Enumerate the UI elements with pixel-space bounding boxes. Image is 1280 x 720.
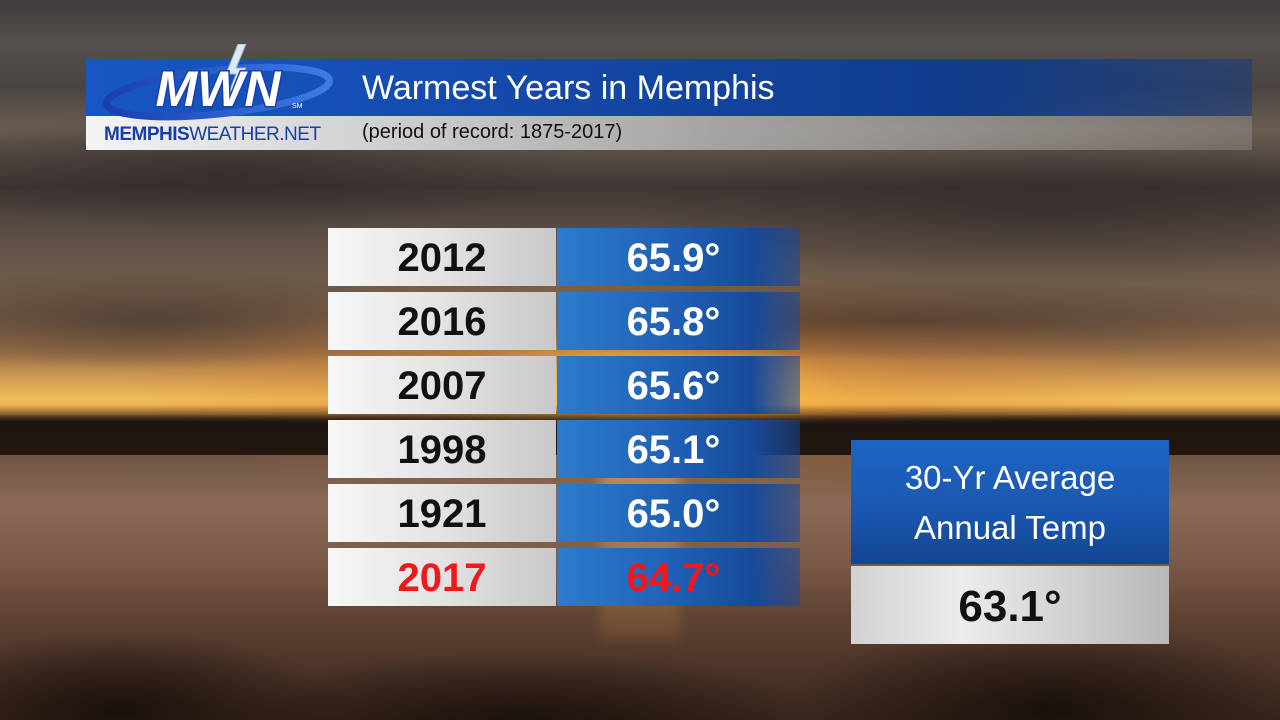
year-cell: 2016 bbox=[328, 292, 556, 350]
logo-url-part2: WEATHER.NET bbox=[189, 124, 321, 145]
page-subtitle: (period of record: 1875-2017) bbox=[362, 121, 623, 143]
svg-text:SM: SM bbox=[292, 103, 303, 110]
table-row: 2012 65.9° bbox=[328, 228, 800, 286]
temp-cell: 65.1° bbox=[557, 420, 800, 478]
temp-cell: 64.7° bbox=[557, 548, 800, 606]
year-cell: 2017 bbox=[328, 548, 556, 606]
mwn-logo-icon: MWN SM bbox=[103, 43, 333, 121]
logo-url-part1: MEMPHIS bbox=[104, 124, 190, 145]
temp-cell: 65.9° bbox=[557, 228, 800, 286]
average-value: 63.1° bbox=[851, 566, 1169, 644]
subtitle-bar bbox=[86, 116, 1252, 150]
average-label-box bbox=[851, 440, 1169, 564]
table-row: 1998 65.1° bbox=[328, 420, 800, 478]
table-row: 2007 65.6° bbox=[328, 356, 800, 414]
temp-cell: 65.6° bbox=[557, 356, 800, 414]
svg-text:MWN: MWN bbox=[156, 61, 282, 117]
warmest-years-table: 2012 65.9° 2016 65.8° 2007 65.6° 1998 65… bbox=[328, 228, 800, 612]
logo-url: MEMPHISWEATHER.NET bbox=[104, 124, 321, 146]
average-label-line1: 30-Yr Average bbox=[904, 459, 1116, 496]
temp-cell: 65.0° bbox=[557, 484, 800, 542]
year-cell: 2007 bbox=[328, 356, 556, 414]
table-row: 1921 65.0° bbox=[328, 484, 800, 542]
mwn-logo: MWN SM bbox=[96, 43, 346, 150]
average-label-line2: Annual Temp bbox=[913, 509, 1107, 546]
page-title: Warmest Years in Memphis bbox=[362, 69, 775, 107]
year-cell: 1921 bbox=[328, 484, 556, 542]
year-cell: 1998 bbox=[328, 420, 556, 478]
year-cell: 2012 bbox=[328, 228, 556, 286]
table-row: 2016 65.8° bbox=[328, 292, 800, 350]
temp-cell: 65.8° bbox=[557, 292, 800, 350]
table-row-highlighted: 2017 64.7° bbox=[328, 548, 800, 606]
